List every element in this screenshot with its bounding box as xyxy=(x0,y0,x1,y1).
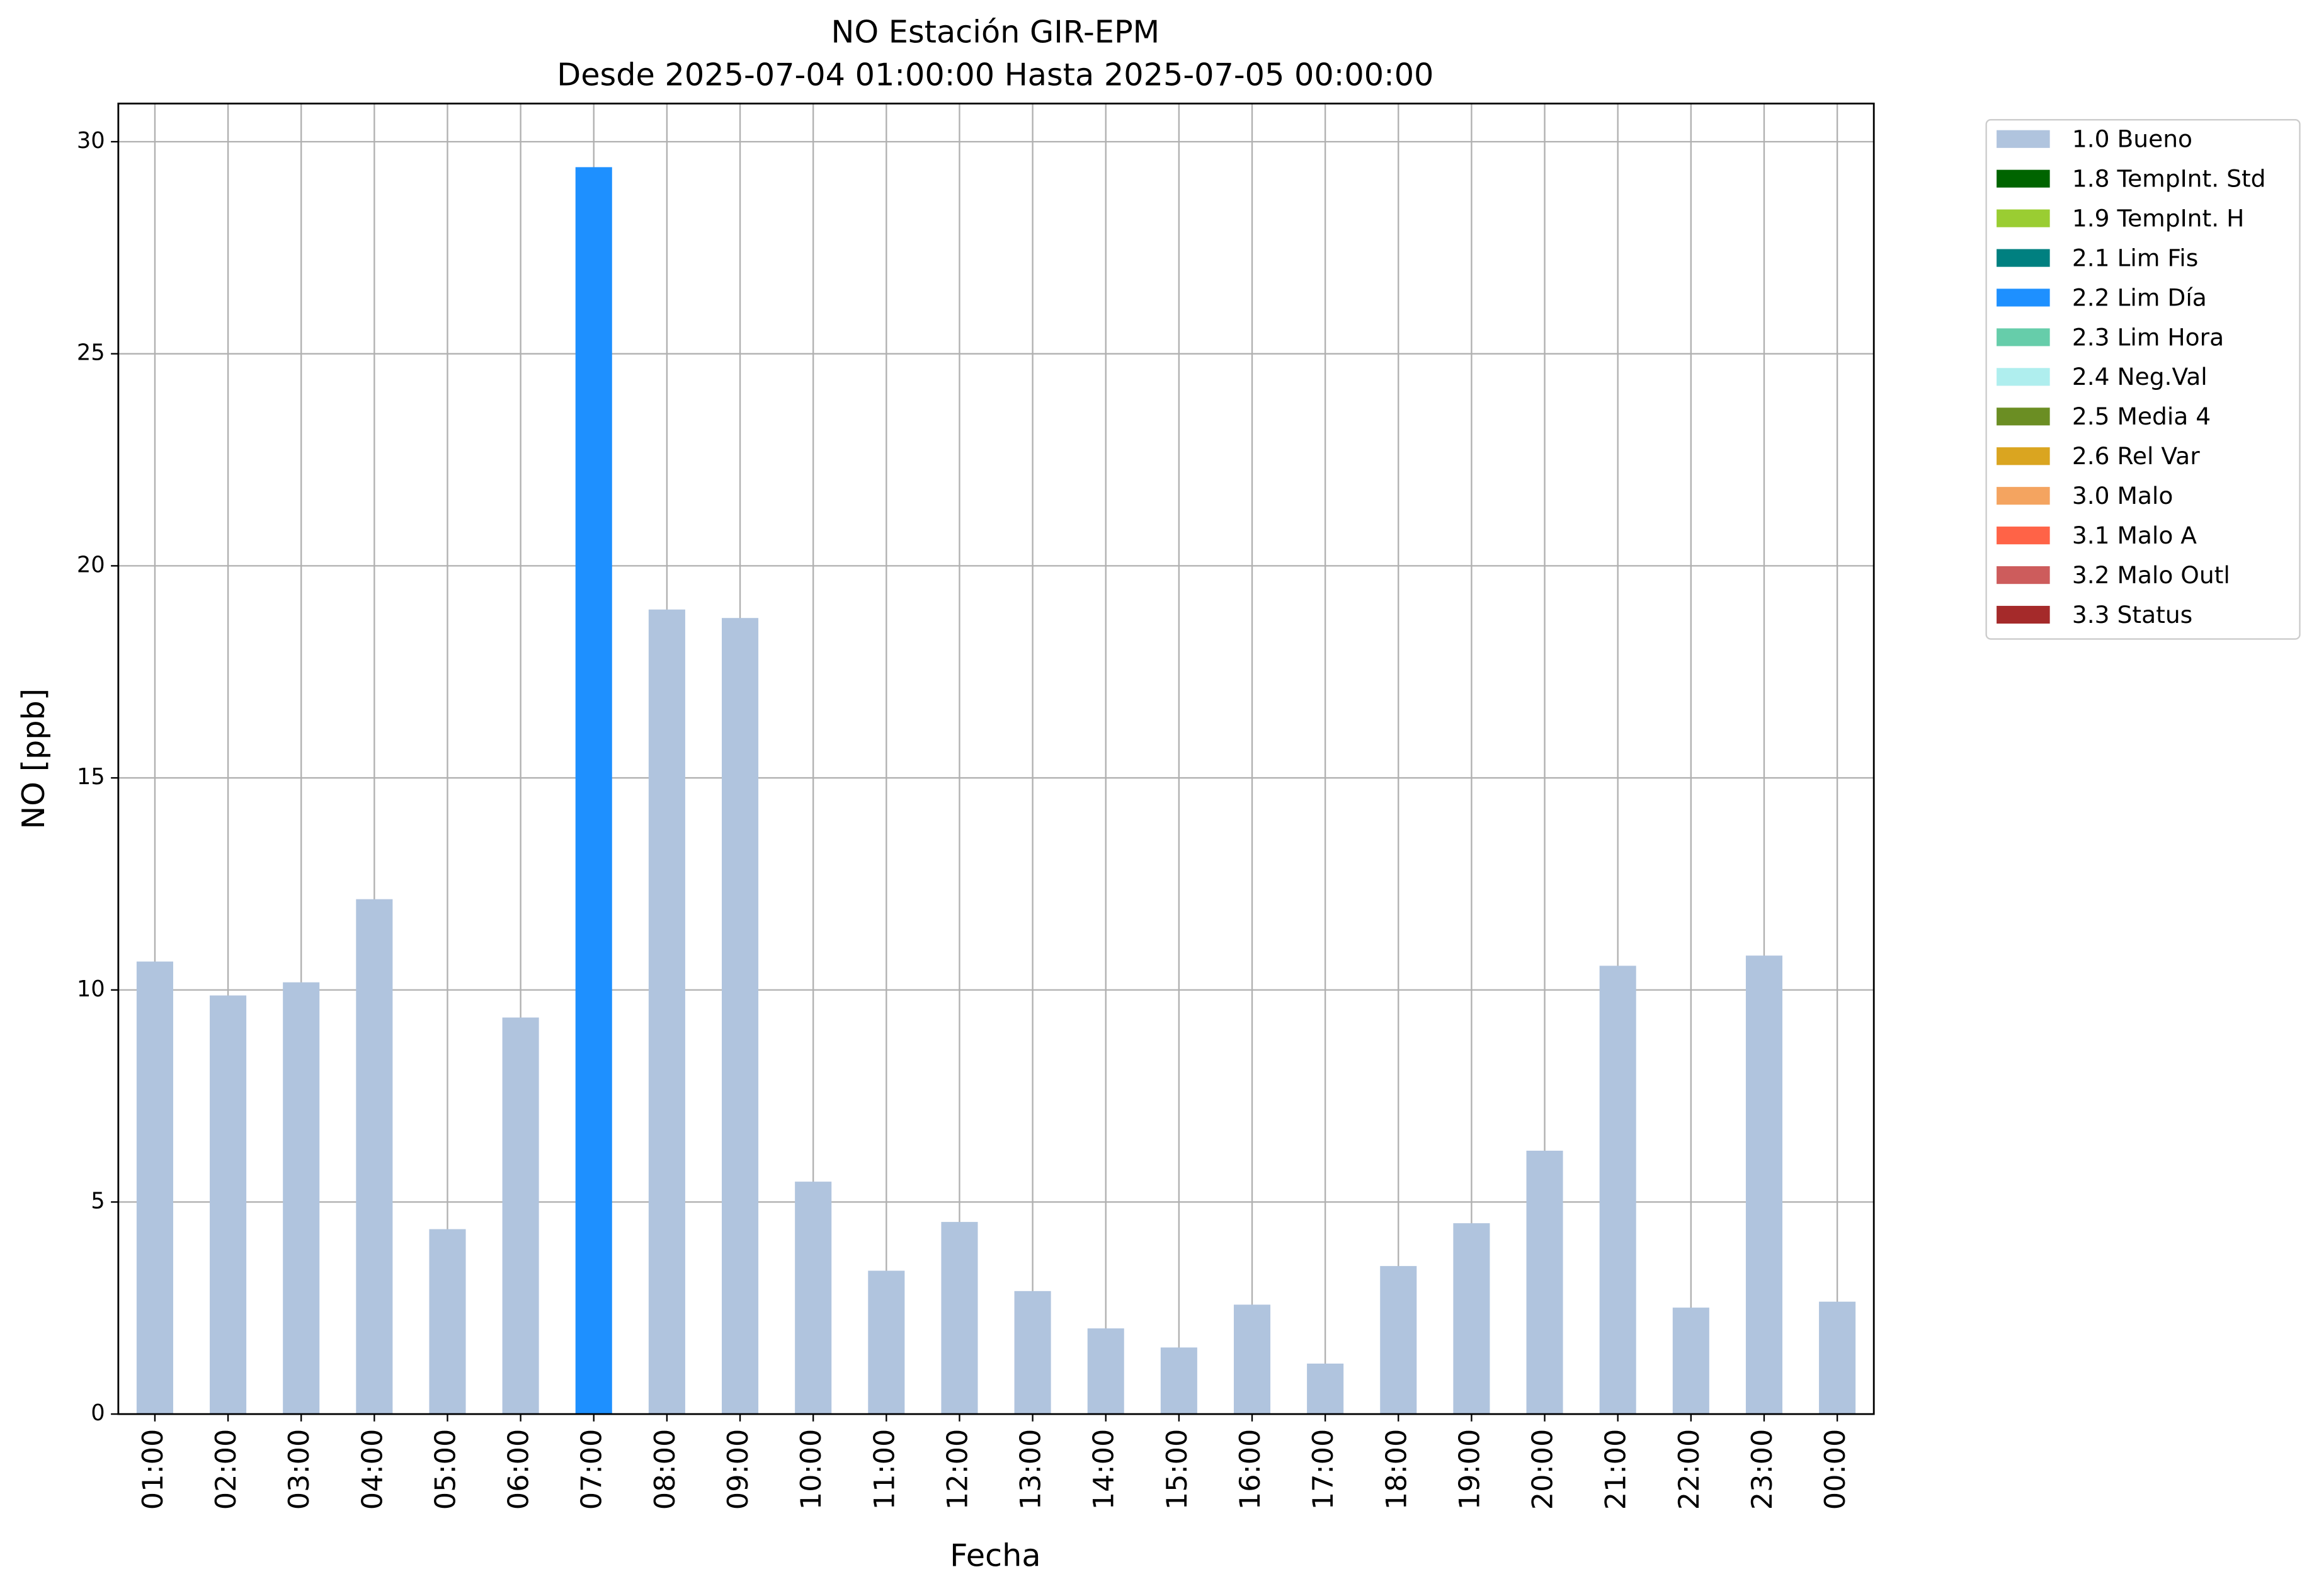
legend-label: 1.9 TempInt. H xyxy=(2072,204,2245,232)
x-tick-label: 17:00 xyxy=(1307,1429,1340,1510)
x-tick-label: 12:00 xyxy=(941,1429,974,1510)
bar xyxy=(1453,1223,1490,1415)
axes: 0 5 10 15 20 25 30 01:00 02:00 03:00 04:00 05:00 06:… xyxy=(77,128,1852,1510)
x-tick-label: 04:00 xyxy=(356,1429,389,1510)
y-axis-label: NO [ppb] xyxy=(15,688,52,829)
x-tick-label: 01:00 xyxy=(137,1429,169,1510)
bar xyxy=(575,167,612,1415)
legend-swatch xyxy=(1997,566,2050,584)
x-tick-label: 00:00 xyxy=(1819,1429,1852,1510)
chart-title: NO Estación GIR-EPM xyxy=(831,14,1160,50)
legend-label: 1.8 TempInt. Std xyxy=(2072,165,2266,193)
bar xyxy=(941,1222,978,1415)
bar xyxy=(1160,1347,1197,1415)
legend-label: 2.1 Lim Fis xyxy=(2072,244,2198,271)
bar xyxy=(1819,1301,1856,1415)
legend-label: 2.6 Rel Var xyxy=(2072,442,2200,470)
y-tick-label: 0 xyxy=(91,1400,105,1426)
legend-label: 3.1 Malo A xyxy=(2072,522,2197,549)
y-tick-label: 15 xyxy=(77,764,105,790)
bar xyxy=(429,1229,466,1415)
x-tick-label: 05:00 xyxy=(429,1429,462,1510)
x-tick-label: 15:00 xyxy=(1161,1429,1194,1510)
legend-swatch xyxy=(1997,288,2050,307)
x-tick-label: 06:00 xyxy=(503,1429,535,1510)
plot-frame xyxy=(117,102,1875,1415)
legend-swatch xyxy=(1997,368,2050,386)
legend-label: 2.2 Lim Día xyxy=(2072,283,2207,311)
legend-label: 2.3 Lim Hora xyxy=(2072,323,2224,351)
legend-swatch xyxy=(1997,328,2050,346)
bar xyxy=(502,1017,539,1415)
x-tick-label: 18:00 xyxy=(1380,1429,1413,1510)
bar xyxy=(1380,1266,1417,1415)
bar xyxy=(283,982,320,1415)
x-tick-label: 13:00 xyxy=(1015,1429,1047,1510)
legend-swatch xyxy=(1997,249,2050,267)
legend-swatch xyxy=(1997,130,2050,148)
legend-swatch xyxy=(1997,605,2050,624)
bar xyxy=(648,609,685,1415)
legend-label: 3.3 Status xyxy=(2072,601,2192,629)
y-tick-label: 25 xyxy=(77,340,105,366)
x-tick-label: 10:00 xyxy=(795,1429,828,1510)
bar xyxy=(1599,966,1636,1415)
bar xyxy=(1672,1308,1709,1415)
bar xyxy=(722,618,759,1415)
x-tick-label: 02:00 xyxy=(210,1429,242,1510)
y-tick-label: 30 xyxy=(77,128,105,154)
legend-label: 1.0 Bueno xyxy=(2072,125,2192,153)
x-tick-label: 21:00 xyxy=(1600,1429,1632,1510)
bar xyxy=(1526,1150,1563,1415)
bars xyxy=(136,167,1856,1415)
x-tick-label: 16:00 xyxy=(1234,1429,1267,1510)
legend-swatch xyxy=(1997,487,2050,505)
x-axis-label: Fecha xyxy=(950,1537,1041,1573)
bar xyxy=(136,961,173,1415)
x-tick-label: 19:00 xyxy=(1453,1429,1486,1510)
legend-label: 2.5 Media 4 xyxy=(2072,402,2211,430)
bar xyxy=(356,899,393,1415)
x-tick-label: 07:00 xyxy=(576,1429,608,1510)
legend: 1.0 Bueno 1.8 TempInt. Std 1.9 TempInt. H 2… xyxy=(1997,125,2266,629)
bar xyxy=(1745,955,1783,1415)
bar xyxy=(1307,1364,1344,1415)
bar xyxy=(1233,1304,1271,1415)
legend-label: 2.4 Neg.Val xyxy=(2072,363,2208,390)
x-tick-label: 09:00 xyxy=(722,1429,755,1510)
legend-swatch xyxy=(1997,408,2050,426)
x-tick-label: 23:00 xyxy=(1746,1429,1779,1510)
legend-swatch xyxy=(1997,169,2050,188)
x-tick-label: 08:00 xyxy=(649,1429,681,1510)
legend-swatch xyxy=(1997,209,2050,227)
bar xyxy=(868,1270,905,1415)
legend-box xyxy=(1985,119,2301,640)
bar xyxy=(210,995,247,1415)
x-tick-label: 03:00 xyxy=(283,1429,316,1510)
y-tick-label: 5 xyxy=(91,1188,105,1214)
y-tick-label: 10 xyxy=(77,976,105,1002)
legend-label: 3.2 Malo Outl xyxy=(2072,561,2230,589)
bar xyxy=(1014,1291,1051,1415)
y-tick-label: 20 xyxy=(77,552,105,578)
x-tick-label: 20:00 xyxy=(1527,1429,1559,1510)
chart-subtitle: Desde 2025-07-04 01:00:00 Hasta 2025-07-… xyxy=(557,57,1433,93)
legend-label: 3.0 Malo xyxy=(2072,482,2174,510)
x-tick-label: 22:00 xyxy=(1673,1429,1706,1510)
x-tick-label: 11:00 xyxy=(868,1429,901,1510)
bar xyxy=(795,1182,832,1415)
bar xyxy=(1087,1328,1124,1415)
legend-swatch xyxy=(1997,447,2050,465)
legend-swatch xyxy=(1997,527,2050,545)
x-tick-label: 14:00 xyxy=(1088,1429,1120,1510)
